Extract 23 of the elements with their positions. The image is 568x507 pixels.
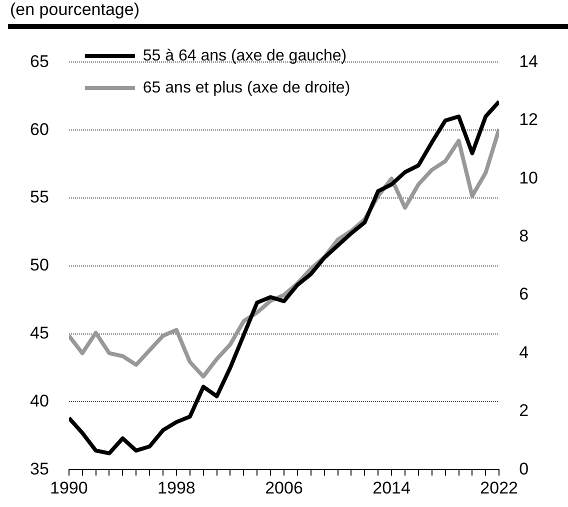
y2-tick-label: 4: [519, 342, 529, 362]
y2-tick-label: 10: [519, 168, 538, 188]
x-tick-label: 1998: [158, 478, 196, 498]
y-tick-label: 50: [30, 256, 49, 275]
y2-tick-label: 6: [519, 284, 529, 304]
y-tick-label: 35: [30, 459, 49, 478]
x-tick-label: 1990: [50, 478, 88, 498]
x-tick-label: 2014: [372, 478, 410, 498]
x-tick-label: 2006: [265, 478, 303, 498]
y2-tick-label: 2: [519, 401, 529, 420]
y-tick-label: 60: [30, 120, 49, 139]
chart-title: (en pourcentage): [10, 0, 140, 20]
legend-label: 55 à 64 ans (axe de gauche): [142, 47, 347, 64]
x-tick-label: 2022: [480, 478, 518, 498]
y-tick-label: 65: [30, 52, 49, 71]
y-tick-label: 55: [30, 188, 49, 207]
legend-label: 65 ans et plus (axe de droite): [142, 79, 350, 96]
y2-tick-label: 12: [519, 110, 538, 130]
y-tick-label: 40: [30, 391, 49, 410]
y2-tick-label: 0: [519, 459, 529, 478]
y-tick-label: 45: [30, 323, 49, 342]
y2-tick-label: 14: [519, 52, 538, 71]
y2-tick-label: 8: [519, 226, 529, 246]
